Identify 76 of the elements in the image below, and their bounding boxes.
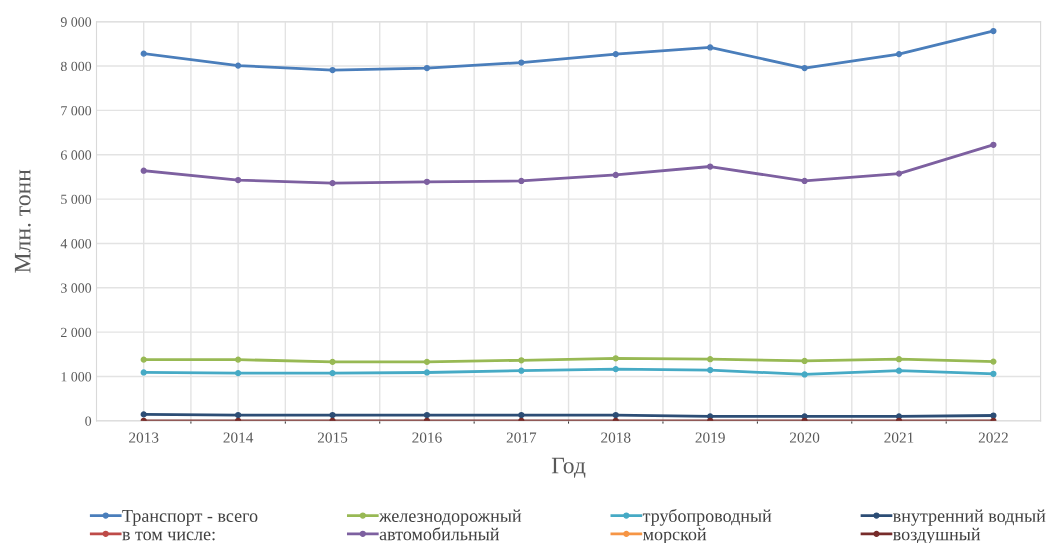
point — [707, 163, 714, 170]
point — [423, 358, 431, 365]
x-tick-label: 2014 — [223, 432, 254, 443]
point — [518, 357, 525, 364]
point — [801, 177, 808, 185]
x-tick-label: 2022 — [978, 432, 1008, 443]
point — [801, 64, 808, 72]
x-tick-label: 2020 — [789, 432, 820, 443]
point — [518, 367, 525, 374]
y-axis-title: Млн. тонн — [14, 169, 31, 273]
x-tick-label: 2016 — [412, 432, 442, 443]
point — [707, 44, 714, 51]
point — [990, 141, 997, 148]
point — [990, 412, 997, 419]
y-tick-label: 8 000 — [60, 61, 92, 72]
point — [329, 411, 336, 419]
point — [140, 411, 147, 418]
y-tick-label: 6 000 — [60, 150, 92, 160]
point — [234, 356, 242, 363]
legend-label: Транспорт - всего — [122, 510, 258, 526]
x-tick-label: 2013 — [129, 432, 159, 443]
point — [990, 27, 997, 35]
point — [329, 358, 336, 365]
point — [707, 366, 714, 374]
point — [140, 167, 147, 174]
point — [612, 355, 619, 362]
point — [518, 59, 525, 66]
point — [801, 413, 808, 420]
x-axis-title: Год — [551, 457, 586, 478]
y-tick-label: 2 000 — [61, 327, 92, 338]
point — [612, 366, 619, 373]
legend-label: трубопроводный — [642, 508, 772, 526]
y-tick-label: 7 000 — [61, 105, 92, 116]
legend-label: железнодорожный — [379, 509, 522, 526]
point — [707, 356, 714, 363]
point — [234, 370, 242, 377]
point — [801, 357, 808, 365]
x-tick-label: 2017 — [506, 432, 537, 443]
point — [895, 367, 903, 374]
point — [140, 356, 147, 363]
point — [612, 411, 619, 419]
point — [423, 369, 431, 376]
legend-label: внутренний водный — [893, 509, 1046, 526]
point — [895, 170, 903, 177]
y-tick-label: 9 000 — [60, 17, 92, 27]
point — [234, 176, 242, 184]
y-tick-label: 3 000 — [61, 283, 92, 293]
point — [895, 356, 903, 363]
point — [990, 358, 997, 365]
point — [329, 370, 336, 377]
point — [518, 177, 525, 185]
point — [518, 411, 525, 419]
point — [612, 50, 619, 58]
y-tick-label: 1 000 — [61, 372, 92, 382]
legend-label: в том числе: — [122, 531, 215, 541]
point — [895, 50, 903, 58]
point — [423, 64, 431, 72]
y-tick-label: 0 — [85, 416, 92, 426]
point — [423, 411, 431, 419]
x-tick-label: 2015 — [317, 432, 348, 443]
point — [612, 171, 619, 179]
point — [140, 50, 147, 57]
point — [423, 178, 431, 185]
point — [140, 369, 147, 376]
y-tick-label: 4 000 — [60, 239, 92, 249]
point — [329, 66, 336, 74]
y-tick-label: 5 000 — [61, 194, 92, 205]
point — [990, 370, 997, 377]
x-tick-label: 2019 — [695, 432, 725, 443]
point — [329, 180, 336, 187]
point — [801, 371, 808, 378]
legend-label: автомобильный — [379, 527, 500, 541]
point — [234, 411, 242, 419]
x-tick-label: 2021 — [884, 432, 914, 443]
x-tick-label: 2018 — [601, 432, 631, 443]
point — [234, 62, 242, 69]
